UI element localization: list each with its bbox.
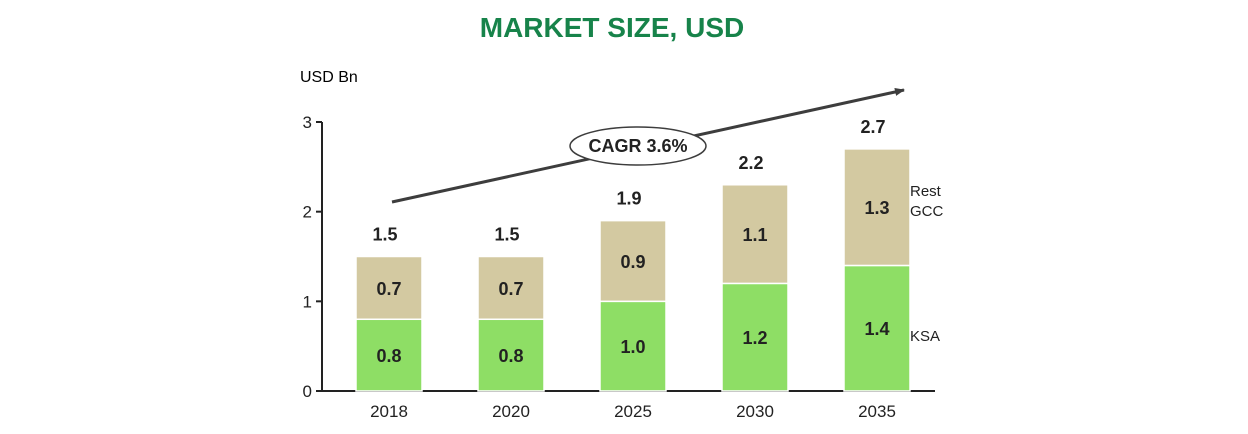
bar-segment-ksa: [355, 318, 423, 392]
data-label-ksa: 1.0: [620, 337, 645, 357]
data-label-rest-gcc: 0.9: [620, 252, 645, 272]
data-label-rest-gcc: 0.7: [498, 279, 523, 299]
bar-segment-rest-gcc: [477, 255, 545, 321]
total-label: 1.9: [616, 189, 641, 209]
cagr-label: CAGR 3.6%: [588, 136, 687, 156]
bar-segment-ksa: [477, 318, 545, 392]
x-tick-label: 2035: [858, 402, 896, 421]
data-label-ksa: 0.8: [498, 346, 523, 366]
total-label: 2.2: [738, 153, 763, 173]
total-label: 1.5: [372, 225, 397, 245]
data-label-rest-gcc: 1.1: [742, 225, 767, 245]
bar-segment-rest-gcc: [843, 148, 911, 267]
bar-segment-ksa: [721, 282, 789, 392]
data-label-ksa: 0.8: [376, 346, 401, 366]
chart-title: MARKET SIZE, USD: [479, 12, 745, 43]
x-tick-label: 2030: [736, 402, 774, 421]
x-tick-label: 2020: [492, 402, 530, 421]
y-tick-label: 1: [303, 292, 312, 311]
bar-group: 0.8 0.7 1.5 0.8 0.7 1.5 1.0 0.9 1.9 1.2 1.1 2.2 1.4 1…: [355, 117, 911, 392]
legend-label-ksa: KSA: [910, 328, 940, 345]
x-tick-label: 2025: [614, 402, 652, 421]
y-tick-label: 2: [303, 203, 312, 222]
data-label-ksa: 1.2: [742, 328, 767, 348]
data-label-rest-gcc: 0.7: [376, 279, 401, 299]
total-label: 2.7: [860, 117, 885, 137]
legend: Rest GCC KSA: [910, 183, 944, 345]
total-label: 1.5: [494, 225, 519, 245]
cagr-annotation: CAGR 3.6%: [391, 88, 905, 204]
data-label-rest-gcc: 1.3: [864, 198, 889, 218]
data-label-ksa: 1.4: [864, 319, 889, 339]
bar-segment-rest-gcc: [599, 219, 667, 303]
bar-segment-ksa: [599, 300, 667, 392]
cagr-oval: [569, 126, 707, 166]
bar-segment-rest-gcc: [721, 184, 789, 285]
bar-segment-ksa: [843, 264, 911, 392]
bar-segment-rest-gcc: [355, 255, 423, 321]
y-tick-label: 3: [303, 113, 312, 132]
y-tick-label: 0: [303, 382, 312, 401]
x-tick-label: 2018: [370, 402, 408, 421]
legend-label-rest-gcc: Rest GCC: [910, 183, 944, 220]
y-axis-label: USD Bn: [300, 69, 358, 86]
